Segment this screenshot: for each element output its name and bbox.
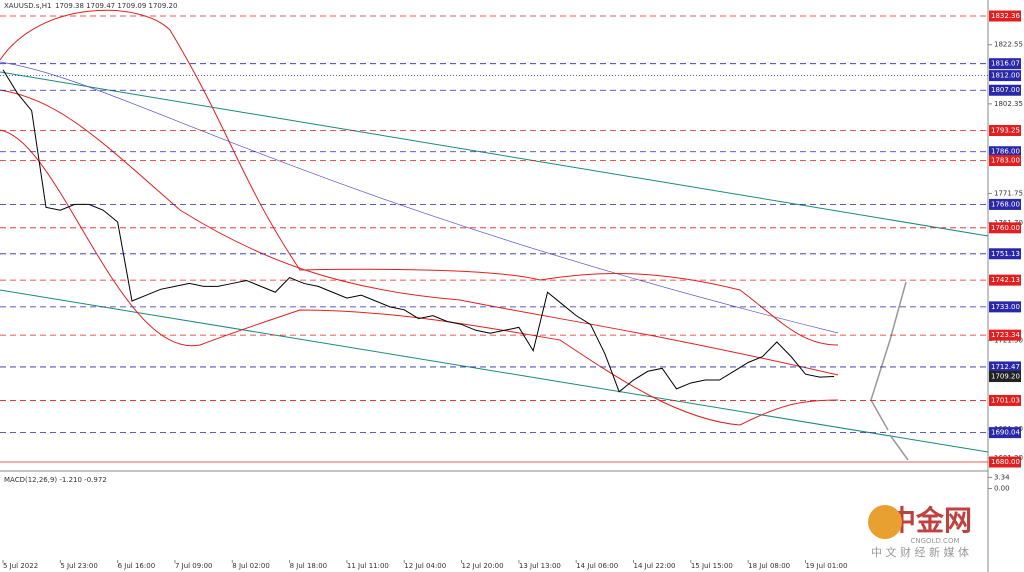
level-label: 1786.00 <box>991 148 1020 156</box>
projection-arrow <box>870 281 909 461</box>
moving-average <box>0 61 839 334</box>
level-tag <box>989 222 1021 234</box>
level-label: 1712.47 <box>991 363 1020 371</box>
level-label: 1812.00 <box>991 72 1020 80</box>
x-tick-label: 8 Jul 18:00 <box>290 562 328 570</box>
y-tick-label: 1802.35 <box>994 100 1023 108</box>
x-tick-label: 14 Jul 22:00 <box>634 562 676 570</box>
level-tag <box>989 58 1021 70</box>
level-tag <box>989 329 1021 341</box>
x-tick-label: 18 Jul 08:00 <box>748 562 790 570</box>
level-tag <box>989 301 1021 313</box>
level-label: 1760.00 <box>991 224 1020 232</box>
level-label: 1723.34 <box>991 331 1020 339</box>
x-tick-label: 19 Jul 01:00 <box>805 562 847 570</box>
x-tick-label: 15 Jul 15:00 <box>691 562 733 570</box>
x-tick-label: 7 Jul 09:00 <box>175 562 213 570</box>
level-label: 1807.00 <box>991 86 1020 94</box>
watermark-slogan: 中 文 财 经 新 媒 体 <box>871 545 969 559</box>
level-tag <box>989 155 1021 167</box>
trend-channel <box>0 289 989 453</box>
level-tag <box>989 10 1021 22</box>
level-label: 1832.36 <box>991 12 1020 20</box>
level-tag <box>989 198 1021 210</box>
x-tick-label: 13 Jul 13:00 <box>519 562 561 570</box>
header-symbol: XAUUSD.s,H1 <box>4 2 51 10</box>
level-label: 1701.03 <box>991 396 1020 404</box>
trend-channel <box>0 71 989 237</box>
level-tag <box>989 456 1021 468</box>
level-tag <box>989 394 1021 406</box>
level-tag <box>989 84 1021 96</box>
macd-tick-label: 3.34 <box>994 473 1010 481</box>
x-tick-label: 14 Jul 06:00 <box>576 562 618 570</box>
x-tick-label: 12 Jul 04:00 <box>404 562 446 570</box>
level-label: 1768.00 <box>991 200 1020 208</box>
level-tag <box>989 70 1021 82</box>
x-tick-label: 11 Jul 11:00 <box>347 562 389 570</box>
level-label: 1709.20 <box>991 373 1020 381</box>
x-tick-label: 5 Jul 2022 <box>3 562 38 570</box>
level-tag <box>989 427 1021 439</box>
bollinger-upper <box>0 9 839 346</box>
level-label: 1751.13 <box>991 250 1020 258</box>
bollinger-mid <box>0 89 839 376</box>
x-tick-label: 8 Jul 02:00 <box>232 562 270 570</box>
watermark-brand: 中金网 <box>888 504 972 537</box>
level-tag <box>989 371 1021 383</box>
x-tick-label: 6 Jul 16:00 <box>118 562 156 570</box>
macd-label: MACD(12,26,9) -1.210 -0.972 <box>4 476 107 484</box>
level-tag <box>989 146 1021 158</box>
level-tag <box>989 361 1021 373</box>
level-tag <box>989 248 1021 260</box>
y-tick-label: 1771.75 <box>994 189 1023 197</box>
level-tag <box>989 124 1021 136</box>
price-line <box>2 69 835 393</box>
level-label: 1742.13 <box>991 276 1020 284</box>
header-quote: 1709.38 1709.47 1709.09 1709.20 <box>55 2 177 10</box>
watermark-logo <box>868 505 902 539</box>
x-tick-label: 5 Jul 23:00 <box>60 562 98 570</box>
x-tick-label: 12 Jul 20:00 <box>462 562 504 570</box>
level-label: 1816.07 <box>991 60 1020 68</box>
level-label: 1680.00 <box>991 458 1020 466</box>
level-label: 1690.04 <box>991 429 1020 437</box>
macd-tick-label: 0.00 <box>994 485 1010 493</box>
level-label: 1733.00 <box>991 303 1020 311</box>
level-label: 1793.25 <box>991 126 1020 134</box>
watermark-site: CNGOLD.COM <box>910 537 959 545</box>
bollinger-lower <box>0 129 839 426</box>
level-label: 1783.00 <box>991 157 1020 165</box>
y-tick-label: 1822.55 <box>994 41 1023 49</box>
level-tag <box>989 274 1021 286</box>
